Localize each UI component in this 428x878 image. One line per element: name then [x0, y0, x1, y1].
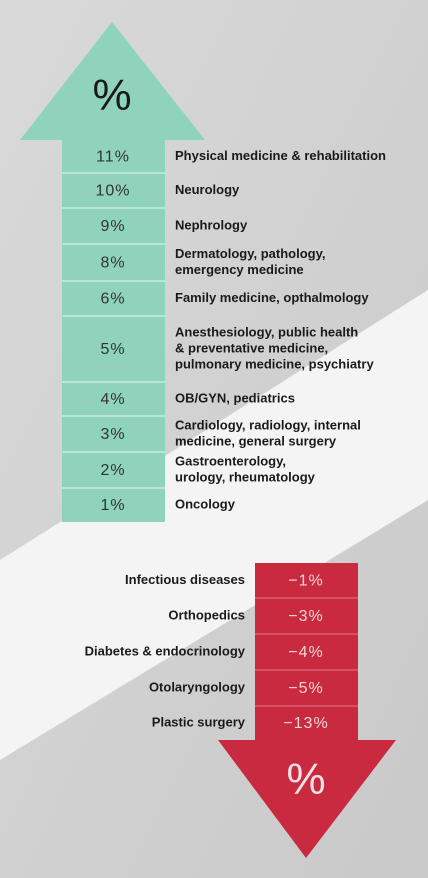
percent: 9%	[100, 218, 125, 235]
specialty: Cardiology, radiology, internal	[175, 417, 361, 432]
specialty: Family medicine, opthalmology	[175, 290, 369, 305]
percent: 3%	[100, 426, 125, 443]
percent: 2%	[100, 462, 125, 479]
percent: 6%	[100, 291, 125, 308]
percent: −4%	[288, 644, 323, 661]
percent: −1%	[288, 573, 323, 590]
specialty: Dermatology, pathology,	[175, 246, 325, 261]
down-symbol: %	[286, 755, 325, 804]
percent: 4%	[100, 391, 125, 408]
percent: 5%	[100, 341, 125, 358]
specialty: Oncology	[175, 496, 236, 511]
percent: 1%	[100, 497, 125, 514]
specialty: Orthopedics	[168, 607, 245, 622]
specialty: pulmonary medicine, psychiatry	[175, 356, 374, 371]
specialty: Diabetes & endocrinology	[85, 643, 246, 658]
percent: −13%	[283, 715, 328, 732]
specialty: Plastic surgery	[152, 714, 246, 729]
specialty: OB/GYN, pediatrics	[175, 390, 295, 405]
background-band	[0, 290, 428, 760]
specialty: Nephrology	[175, 217, 248, 232]
specialty: urology, rheumatology	[175, 469, 316, 484]
percent: 8%	[100, 255, 125, 272]
specialty: medicine, general surgery	[175, 433, 337, 448]
down-arrow	[218, 563, 396, 858]
specialty: Physical medicine & rehabilitation	[175, 148, 386, 163]
percent: 10%	[95, 183, 130, 200]
specialty: Gastroenterology,	[175, 453, 286, 468]
specialty: emergency medicine	[175, 262, 304, 277]
percent: −3%	[288, 608, 323, 625]
up-symbol: %	[92, 71, 131, 120]
up-arrow	[20, 22, 205, 522]
percent: 11%	[96, 149, 130, 166]
specialty: Infectious diseases	[125, 572, 245, 587]
specialty: Anesthesiology, public health	[175, 324, 358, 339]
specialty: Neurology	[175, 182, 240, 197]
percent: −5%	[288, 680, 323, 697]
specialty: Otolaryngology	[149, 679, 246, 694]
specialty: & preventative medicine,	[175, 340, 328, 355]
